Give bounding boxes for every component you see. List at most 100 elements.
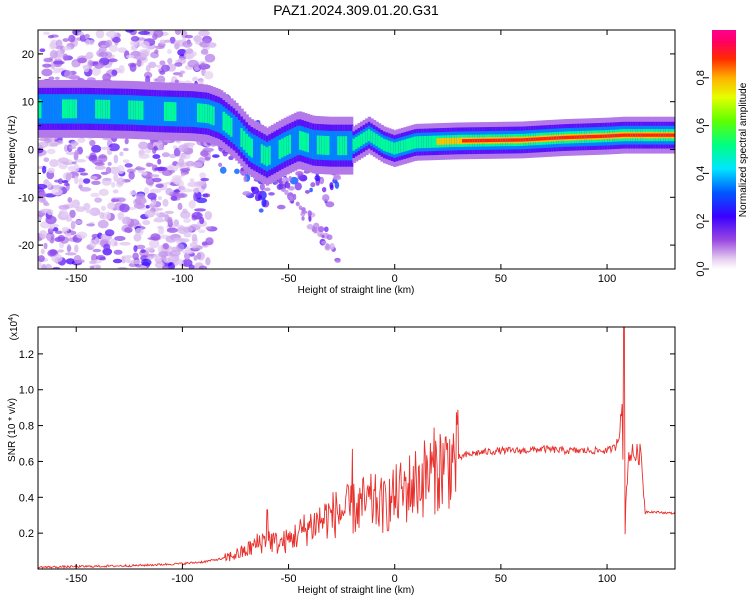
spectrogram-speckle	[61, 226, 70, 232]
spectrogram-ridge-cell	[467, 139, 471, 143]
spectrogram-ridge-cell	[597, 134, 601, 139]
spectrogram-speckle	[183, 218, 191, 223]
spectrogram-speckle	[41, 165, 47, 174]
spectrogram-ridge-cell	[367, 129, 372, 142]
spectrogram-speckle	[57, 157, 70, 164]
spectrogram-speckle	[154, 167, 166, 172]
spectrogram-speckle	[57, 249, 64, 253]
spectrogram-speckle	[62, 46, 72, 51]
spectrogram-speckle	[172, 178, 181, 185]
spectrogram-speckle	[141, 40, 150, 49]
spectrogram-ridge-cell	[355, 137, 359, 150]
spectrogram-speckle	[70, 141, 79, 147]
spectrogram-speckle	[55, 39, 63, 48]
spectrogram-ridge-cell	[64, 99, 68, 119]
spectrogram-ridge-cell	[512, 138, 517, 142]
spectrogram-speckle	[52, 227, 59, 232]
spectrogram-speckle	[119, 151, 124, 157]
spectrogram-ridge-cell	[637, 133, 642, 137]
spectrogram-speckle	[125, 30, 135, 33]
spectrogram-speckle	[43, 242, 48, 250]
spectrogram-ridge-cell	[383, 138, 387, 151]
spectrogram-speckle	[307, 210, 312, 217]
spectrogram-ridge-cell	[571, 135, 575, 139]
spectrogram-speckle	[257, 194, 263, 201]
spectrogram-ridge-cell	[140, 100, 145, 120]
spectrogram-ridge-cell	[505, 138, 509, 142]
spectrogram-ridge-cell	[630, 133, 634, 137]
spectrogram-ridge-cell	[431, 135, 435, 148]
spectrogram-ridge-cell	[168, 102, 173, 122]
spectrogram-ridge-cell	[566, 135, 570, 140]
spectrogram-speckle	[199, 62, 207, 71]
spectrogram-ridge-cell	[398, 141, 402, 154]
spectrogram-ridge-cell	[599, 134, 604, 138]
spectrogram-ridge-cell	[212, 106, 216, 126]
spectrogram-speckle	[162, 198, 169, 207]
spectrogram-ridge-cell	[650, 133, 654, 137]
spectrogram-speckle	[167, 216, 173, 225]
spectrogram-speckle	[203, 38, 212, 43]
spectrogram-speckle	[196, 251, 205, 261]
spectrogram-speckle	[153, 30, 164, 38]
spectrogram-ridge-cell	[439, 138, 443, 145]
spectrogram-speckle	[85, 209, 98, 214]
spectrogram-speckle	[43, 157, 50, 163]
spectrogram-speckle	[189, 178, 195, 183]
spectrogram-ridge-cell	[209, 105, 214, 125]
spectrogram-ridge-cell	[158, 96, 163, 126]
spectrogram-speckle	[123, 255, 133, 259]
spectrogram-speckle	[191, 233, 198, 242]
spectrogram-speckle	[315, 180, 320, 186]
spectrogram-speckle	[173, 219, 180, 227]
spectrogram-ridge-cell	[184, 97, 188, 127]
spectrogram-speckle	[193, 35, 203, 43]
spectrogram-ridge-cell	[260, 144, 265, 164]
spectrogram-speckle	[173, 40, 181, 50]
spectrogram-speckle	[259, 182, 265, 191]
spectrogram-ridge-cell	[296, 125, 300, 156]
spectrogram-ridge-cell	[105, 99, 109, 119]
spectrogram-speckle	[133, 245, 138, 253]
spectrogram-speckle	[174, 30, 182, 36]
spectrogram-speckle	[212, 154, 220, 158]
spectrogram-ridge-cell	[607, 134, 611, 138]
spectrogram-speckle	[134, 167, 146, 171]
spectrogram-speckle	[90, 192, 100, 198]
spectrogram-speckle	[50, 185, 63, 190]
spectrogram-ridge-cell	[487, 138, 491, 143]
spectrogram-speckle	[178, 238, 190, 243]
spectrogram-speckle	[79, 34, 86, 42]
spectrogram-speckle	[39, 48, 46, 53]
spectrogram-speckle	[129, 259, 142, 265]
spectrogram-speckle	[113, 241, 118, 246]
spectrogram-speckle	[140, 249, 146, 254]
spectrogram-ridge-cell	[569, 135, 573, 140]
spectrogram-speckle	[69, 145, 77, 149]
spectrogram-ridge-cell	[273, 137, 277, 168]
spectrogram-speckle	[147, 236, 159, 241]
spectrogram-speckle	[112, 189, 119, 194]
spectrogram-speckle	[157, 158, 162, 165]
spectrogram-speckle	[46, 234, 52, 242]
spectrogram-ridge-cell	[658, 133, 662, 137]
spectrogram-speckle	[85, 52, 93, 60]
spectrogram-ridge-cell	[665, 133, 670, 137]
spectrogram-speckle	[138, 30, 151, 36]
spectrogram-speckle	[258, 208, 264, 213]
spectrogram-speckle	[100, 146, 111, 150]
spectrogram-speckle	[169, 36, 176, 44]
spectrogram-ridge-cell	[276, 136, 280, 166]
figure-title: PAZ1.2024.309.01.20.G31	[273, 2, 439, 18]
spectrogram-ridge-cell	[197, 103, 201, 123]
spectrogram-ridge-cell	[390, 141, 395, 154]
spectrogram-speckle	[185, 48, 194, 55]
spectrogram-speckle	[122, 147, 129, 152]
spectrogram-speckle	[141, 258, 152, 267]
spectrogram-ridge-cell	[179, 97, 183, 127]
spectrogram-ridge-cell	[115, 94, 119, 125]
spectrogram-ridge-cell	[263, 145, 267, 165]
spectrogram-speckle	[105, 30, 118, 38]
spectrogram-speckle	[82, 178, 91, 184]
spectrogram-speckle	[268, 192, 275, 196]
